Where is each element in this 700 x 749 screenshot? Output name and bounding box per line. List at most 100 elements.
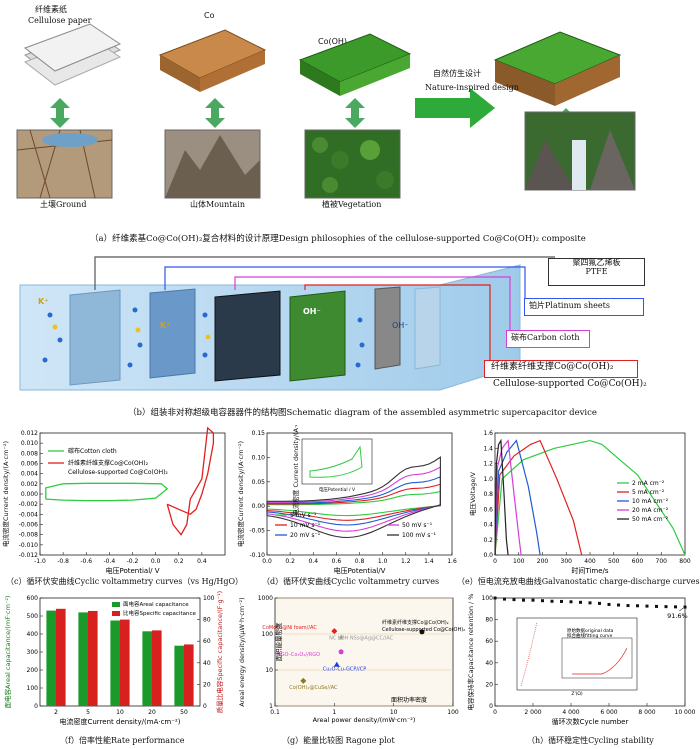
- chart-g-xlabel: Areal power density/(mW·cm⁻²): [313, 716, 416, 724]
- chart-f-y-tick-label: 40: [203, 660, 211, 667]
- chart-d-x-tick-label: 0.4: [308, 558, 318, 565]
- chart-g: 0.1 1 10 1001101001000纤维素纤维支撑Co@Co(OH)₂CoMo…: [238, 595, 465, 724]
- chart-c-x-tick-label: -0.6: [80, 558, 92, 565]
- composite-electrode: [289, 290, 346, 382]
- chart-h-point: [493, 596, 497, 600]
- chart-e-x-tick-label: 600: [632, 558, 644, 565]
- chart-h-point: [607, 602, 611, 606]
- caption-b: （b）组装非对称超级电容器器件的结构图Schematic diagram of …: [128, 408, 597, 418]
- chart-e-y-tick-label: 1.4: [483, 445, 493, 452]
- chart-f-bar-areal: [78, 612, 88, 706]
- chart-f-y-tick-label: 0: [203, 703, 207, 710]
- chart-f-y-tick-label: 500: [27, 613, 39, 620]
- chart-e-series-0: [494, 439, 686, 556]
- chart-c: -1.0 -0.8 -0.6 -0.4 -0.2 0.0 0.2 0.4 -0.012 -0.01…: [1, 426, 226, 575]
- composite-cn: 纤维素纤维支撑Co@Co(OH)₂: [491, 362, 614, 372]
- chart-d-y-tick-label: -0.05: [249, 528, 265, 535]
- chart-h-xlabel: 循环次数Cycle number: [552, 717, 629, 726]
- chart-e: 0 100 200 300 400 500 600 700 800 0.0 0.2 0.4 0.6 0.8…: [468, 430, 691, 575]
- chart-c-series-0: [45, 482, 169, 502]
- chart-e-series-2: [494, 439, 541, 556]
- chart-c-x-tick-label: 0.4: [197, 558, 207, 565]
- chart-h-point: [683, 605, 687, 609]
- chart-g-ylabel-cn: 面积能量密度: [274, 622, 283, 662]
- chart-h-point: [522, 598, 525, 602]
- chart-e-y-tick-label: 0.0: [483, 552, 493, 559]
- chart-d-x-tick-label: 1.2: [401, 558, 411, 565]
- chart-h-point: [655, 604, 658, 608]
- chart-f-bar-specific: [88, 610, 98, 706]
- chart-e-x-tick-label: 0: [493, 558, 497, 565]
- chart-d-legend-4: 100 mV s⁻¹: [402, 532, 437, 539]
- chart-d-x-tick-label: 0.0: [262, 558, 272, 565]
- chart-f-y-tick-label: 100: [27, 685, 39, 692]
- chart-c-x-tick-label: -1.0: [34, 558, 46, 565]
- chart-c-y-tick-label: 0.000: [21, 491, 38, 498]
- chart-c-ylabel: 电流密度Current density/(A·cm⁻²): [1, 441, 10, 547]
- chart-f-y-tick-label: 0: [34, 703, 38, 710]
- label-ground: 土壤Ground: [40, 200, 87, 209]
- chart-f-y-tick-label: 400: [27, 631, 39, 638]
- chart-c-y-tick-label: 0.002: [21, 481, 38, 488]
- chart-f-xlabel: 电流密度Current density/(mA·cm⁻²): [59, 717, 180, 726]
- chart-h-y-tick-label: 40: [485, 660, 493, 667]
- chart-d-inset-curve: [309, 445, 363, 478]
- chart-h-point: [588, 601, 592, 605]
- chart-c-x-tick-label: -0.2: [127, 558, 139, 565]
- chart-h-point: [645, 604, 649, 608]
- ion-k-left: K⁺: [38, 297, 49, 306]
- chart-h-y-tick-label: 20: [485, 681, 493, 688]
- chart-h-point: [541, 599, 544, 603]
- chart-c-y-tick-label: -0.008: [19, 532, 39, 539]
- ptfe-plate-right: [374, 286, 401, 370]
- chart-e-ylabel: 电压Voltage/V: [468, 471, 477, 516]
- carbon-label: 碳布Carbon cloth: [511, 333, 580, 342]
- chart-e-series-1: [494, 439, 583, 556]
- carbon-cloth: [214, 290, 281, 382]
- chart-e-y-tick-label: 1.2: [483, 461, 493, 468]
- chart-h-point: [531, 598, 535, 602]
- chart-g-point-label: RGO–Co₃O₄//RGO: [277, 652, 320, 658]
- chart-f-bar-areal: [46, 610, 56, 706]
- chart-d: 0.0 0.2 0.4 0.6 0.8 1.0 1.2 1.4 1.6 -0.10 -0.05 0.0…: [236, 425, 457, 575]
- co-block-image: [158, 29, 267, 92]
- chart-e-legend-4: 50 mA cm⁻²: [632, 516, 669, 523]
- caption-e: （e）恒电流充放电曲线Galvanostatic charge-discharg…: [457, 577, 700, 586]
- chart-e-x-tick-label: 200: [537, 558, 549, 565]
- nature-cn: 自然仿生设计: [433, 69, 481, 78]
- chart-c-y-tick-label: -0.004: [19, 511, 39, 518]
- chart-g-point-label: 纤维素纤维支撑Co@Co(OH)₂: [382, 619, 449, 626]
- chart-c-legend-2: Cellulose-supported Co@Co(OH)₂: [68, 469, 168, 476]
- chart-g-point-label: Co(OH)₂@CuSe//AC: [289, 685, 338, 691]
- chart-f-bar-specific: [184, 644, 194, 706]
- chart-c-y-tick-label: 0.012: [21, 430, 38, 437]
- chart-c-y-tick-label: -0.010: [19, 542, 39, 549]
- chart-e-legend-0: 2 mA cm⁻²: [632, 480, 665, 487]
- chart-e-x-tick-label: 700: [656, 558, 668, 565]
- chart-h-point: [636, 604, 639, 608]
- platinum-label: 铂片Platinum sheets: [529, 301, 610, 310]
- chart-d-legend-3: 50 mV s⁻¹: [402, 522, 433, 529]
- chart-c-series-1: [166, 426, 215, 536]
- chart-g-ylabel: Areal energy density/(μW·h·cm⁻²): [238, 597, 246, 706]
- chart-c-y-tick-label: 0.008: [21, 450, 38, 457]
- caption-a: （a）纤维素基Co@Co(OH)₂复合材料的设计原理Design philoso…: [90, 234, 586, 244]
- chart-e-x-tick-label: 500: [608, 558, 620, 565]
- chart-g-point: ★: [338, 633, 345, 642]
- chart-g-x-tick-label: 0.1: [270, 709, 280, 716]
- chart-e-x-tick-label: 300: [561, 558, 573, 565]
- chart-c-y-tick-label: -0.012: [19, 552, 39, 559]
- chart-h-x-tick-label: 6 000: [600, 709, 617, 716]
- chart-g-y-tick-label: 10: [265, 667, 273, 674]
- chart-g-point-label: Cu₂O-Cu-GCP//CP: [323, 667, 366, 673]
- composite-block-image: [493, 31, 622, 106]
- chart-c-legend-1: 纤维素纤维支撑Co@Co(OH)₂: [68, 459, 149, 467]
- chart-d-series-4: [266, 456, 441, 539]
- chart-h-point: [503, 597, 506, 601]
- chart-f-bar-areal: [174, 645, 184, 706]
- carbon-box: 碳布Carbon cloth: [506, 330, 590, 348]
- panel-a-illustration: [16, 23, 636, 199]
- chart-h-annotation: 91.6%: [667, 612, 688, 620]
- panel-b-schematic: [19, 256, 555, 391]
- chart-f-x-tick-label: 20: [148, 709, 156, 716]
